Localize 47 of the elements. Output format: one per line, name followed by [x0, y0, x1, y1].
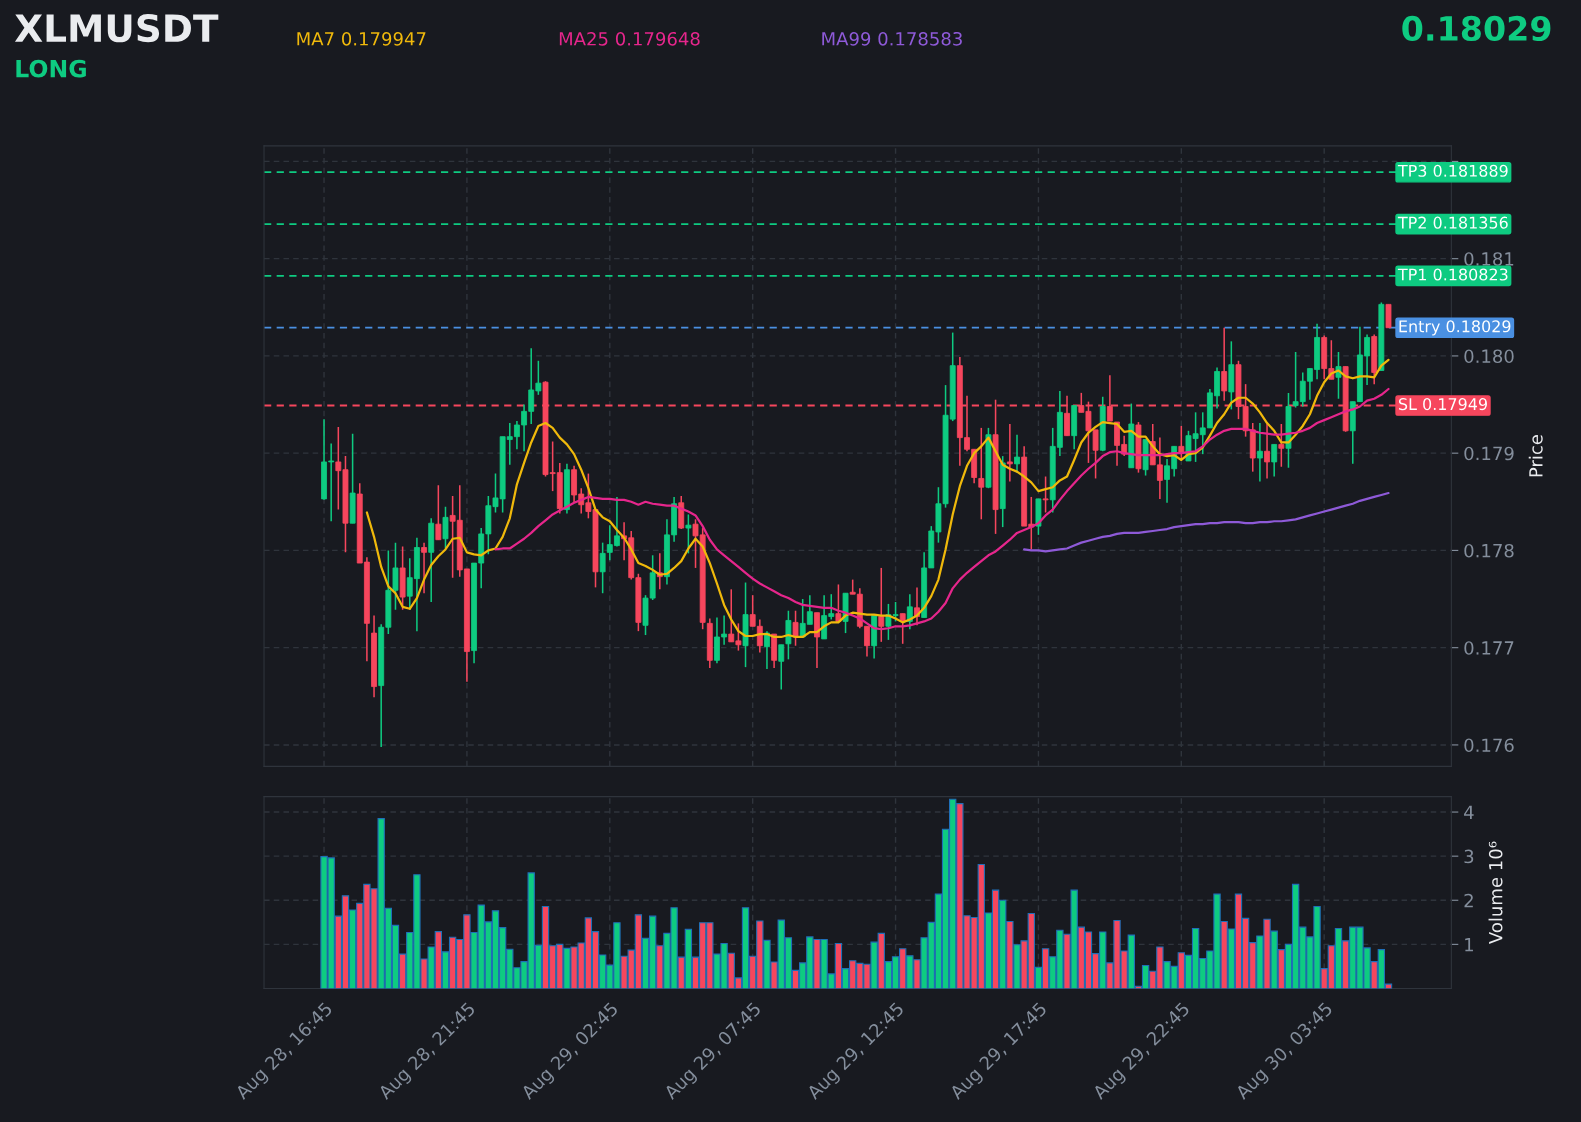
y-tick-label: 4 — [1464, 805, 1474, 819]
candlestick — [878, 567, 885, 643]
candlestick — [792, 609, 799, 647]
y-tick-label: 2 — [1464, 893, 1473, 908]
candlestick — [685, 513, 692, 555]
line-series — [1023, 491, 1390, 553]
candlestick — [1092, 429, 1099, 480]
candlestick — [1264, 423, 1270, 480]
candlestick — [435, 484, 442, 541]
y-tick-label: 0.177 — [1464, 641, 1514, 655]
candlestick — [1278, 423, 1285, 468]
candlestick — [785, 609, 792, 661]
candlestick — [978, 427, 985, 521]
candlestick — [835, 583, 842, 623]
y-axis-title: Price — [1528, 435, 1543, 477]
candlestick — [421, 541, 427, 594]
candlestick — [392, 541, 399, 611]
y-tick-label: 0.181 — [1464, 252, 1514, 266]
ref-line-label: TP2 0.181356 — [1397, 216, 1508, 229]
ref-line-label: SL 0.17949 — [1398, 398, 1487, 411]
y-tick-label: 0.179 — [1464, 446, 1514, 461]
y-tick-label: 0.176 — [1464, 738, 1514, 753]
ref-line-label: TP3 0.181889 — [1397, 164, 1508, 177]
text: MA25 0.179648 — [559, 31, 700, 46]
candlestick — [1221, 326, 1228, 402]
text: MA99 0.178583 — [822, 31, 962, 46]
ref-line-label: Entry 0.18029 — [1399, 320, 1511, 336]
y-tick-label: 0.178 — [1464, 543, 1514, 558]
y-tick-label: 3 — [1464, 849, 1474, 864]
y-axis-title: Volume 10⁶ — [1488, 841, 1503, 944]
candlestick — [599, 541, 606, 594]
candlestick — [778, 643, 785, 691]
candlestick — [764, 630, 770, 670]
candlestick — [1006, 423, 1013, 483]
candlestick — [1385, 303, 1392, 329]
candlestick — [1042, 475, 1049, 514]
y-tick-label: 0.180 — [1464, 349, 1514, 364]
text: LONG — [16, 59, 86, 78]
candlestick — [1271, 443, 1278, 478]
candlestick — [442, 505, 449, 550]
chart-title: XLMUSDT — [14, 13, 219, 43]
y-tick-label: 1 — [1465, 938, 1473, 952]
ref-line-label: TP1 0.180823 — [1397, 268, 1508, 281]
text: 0.18029 — [1402, 15, 1551, 42]
candlestick — [1256, 422, 1263, 483]
text: MA7 0.179947 — [297, 31, 426, 46]
candlestick — [1014, 433, 1020, 474]
